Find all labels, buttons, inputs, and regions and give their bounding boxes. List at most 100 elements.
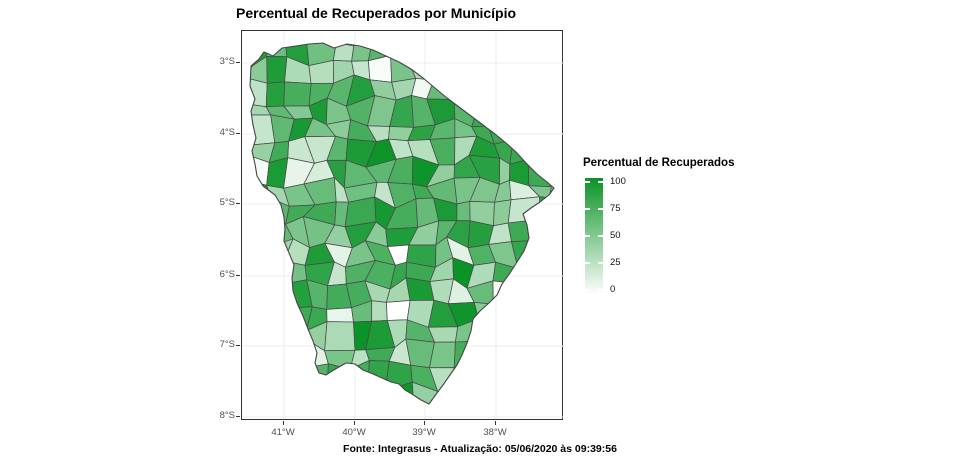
plot-title: Percentual de Recuperados por Município bbox=[236, 5, 517, 21]
municipality bbox=[324, 321, 356, 352]
y-axis-label: 3°S bbox=[219, 56, 235, 67]
municipality bbox=[451, 379, 476, 404]
municipality-cells bbox=[250, 43, 554, 404]
municipality bbox=[367, 387, 397, 404]
legend-tick-mark bbox=[585, 208, 590, 210]
y-axis-tick bbox=[236, 132, 240, 134]
municipality bbox=[285, 381, 315, 404]
y-axis-label: 8°S bbox=[219, 410, 235, 421]
municipality bbox=[451, 55, 470, 84]
municipality bbox=[473, 302, 495, 321]
municipality bbox=[513, 282, 540, 309]
y-axis-tick bbox=[236, 344, 240, 346]
municipality bbox=[283, 81, 312, 107]
x-axis-label: 39°W bbox=[412, 427, 436, 438]
municipality bbox=[265, 81, 285, 108]
municipality bbox=[263, 358, 290, 387]
legend-tick-label: 25 bbox=[610, 257, 621, 268]
legend-tick-mark bbox=[598, 262, 603, 264]
municipality bbox=[514, 259, 540, 288]
y-axis-label: 4°S bbox=[219, 127, 235, 138]
municipality bbox=[250, 320, 272, 349]
municipality bbox=[528, 361, 554, 384]
y-axis-tick bbox=[236, 274, 240, 276]
municipality bbox=[497, 53, 520, 84]
legend-tick-mark bbox=[598, 289, 603, 291]
y-axis-label: 7°S bbox=[219, 339, 235, 350]
municipality bbox=[528, 380, 554, 404]
municipality bbox=[250, 343, 272, 368]
y-axis-tick bbox=[236, 415, 240, 417]
municipality bbox=[510, 340, 537, 367]
municipality bbox=[250, 242, 272, 263]
municipality bbox=[467, 337, 497, 370]
legend-title: Percentual de Recuperados bbox=[583, 157, 735, 169]
municipality bbox=[250, 216, 276, 250]
municipality bbox=[530, 75, 554, 107]
legend-tick-mark bbox=[598, 181, 603, 183]
municipality bbox=[507, 196, 541, 224]
municipality bbox=[326, 384, 352, 404]
municipality bbox=[518, 75, 539, 107]
municipality bbox=[453, 75, 481, 100]
municipality bbox=[509, 138, 535, 165]
municipality bbox=[267, 320, 293, 345]
municipality bbox=[507, 219, 542, 242]
x-axis-tick bbox=[282, 421, 284, 425]
municipality bbox=[538, 55, 554, 80]
municipality bbox=[519, 43, 540, 66]
y-axis-tick bbox=[236, 61, 240, 63]
x-axis-tick bbox=[423, 421, 425, 425]
municipality bbox=[492, 337, 521, 369]
municipality bbox=[282, 321, 307, 343]
legend-tick-label: 50 bbox=[610, 230, 621, 241]
municipality bbox=[508, 378, 542, 402]
legend-gradient-bar bbox=[585, 178, 603, 295]
municipality bbox=[429, 55, 460, 81]
municipality bbox=[539, 196, 554, 228]
municipality bbox=[268, 260, 288, 284]
municipality bbox=[532, 43, 554, 66]
x-axis-label: 38°W bbox=[483, 427, 507, 438]
municipality bbox=[494, 81, 520, 105]
municipality bbox=[349, 360, 370, 389]
municipality bbox=[471, 95, 496, 128]
municipality bbox=[250, 198, 276, 221]
municipality bbox=[429, 43, 453, 57]
legend-tick-mark bbox=[585, 262, 590, 264]
x-axis-label: 40°W bbox=[342, 427, 366, 438]
source-caption: Fonte: Integrasus - Atualização: 05/06/2… bbox=[343, 443, 617, 455]
municipality bbox=[266, 381, 290, 404]
legend-tick-mark bbox=[585, 289, 590, 291]
municipality bbox=[537, 259, 554, 288]
municipality bbox=[409, 43, 436, 67]
municipality bbox=[512, 118, 535, 140]
municipality bbox=[268, 277, 295, 309]
choropleth-map bbox=[242, 31, 564, 419]
municipality bbox=[251, 300, 273, 326]
municipality bbox=[313, 384, 329, 404]
municipality bbox=[467, 368, 499, 392]
municipality bbox=[467, 43, 499, 62]
municipality bbox=[449, 43, 470, 62]
y-axis-label: 6°S bbox=[219, 269, 235, 280]
municipality bbox=[286, 364, 314, 386]
municipality bbox=[493, 319, 515, 342]
municipality bbox=[456, 201, 471, 222]
municipality bbox=[326, 307, 354, 323]
legend-tick-mark bbox=[585, 181, 590, 183]
legend-tick-mark bbox=[598, 235, 603, 237]
municipality bbox=[368, 43, 394, 62]
municipality bbox=[487, 95, 520, 127]
municipality bbox=[367, 360, 390, 392]
legend-tick-label: 100 bbox=[610, 176, 626, 187]
municipality bbox=[267, 301, 295, 323]
municipality bbox=[535, 299, 554, 327]
map-panel bbox=[241, 30, 564, 420]
municipality bbox=[468, 53, 501, 84]
municipality bbox=[489, 43, 521, 59]
x-axis-tick bbox=[353, 421, 355, 425]
municipality bbox=[251, 385, 270, 404]
municipality bbox=[384, 381, 415, 404]
